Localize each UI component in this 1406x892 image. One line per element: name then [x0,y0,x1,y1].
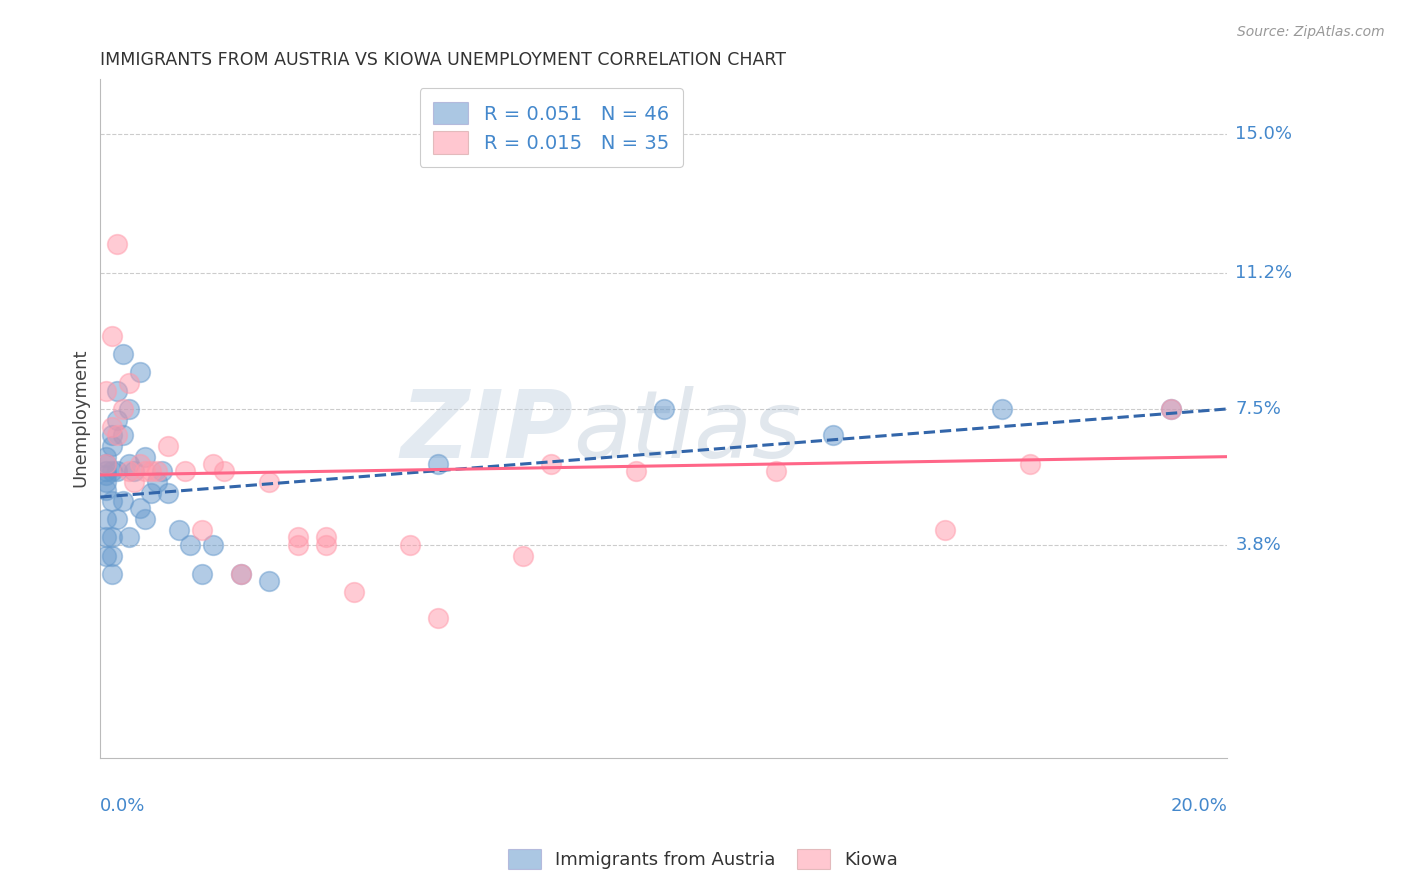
Point [117,401,139,416]
Point [128,457,150,471]
Point [427,457,450,471]
Point [540,457,562,471]
Point [100,427,122,442]
Text: 20.0%: 20.0% [1170,797,1227,814]
Point [100,328,122,343]
Point [167,523,190,537]
Point [111,347,134,361]
Point [139,486,162,500]
Point [122,475,145,490]
Point [156,486,179,500]
Point [117,457,139,471]
Point [128,365,150,379]
Point [287,538,309,552]
Point [111,493,134,508]
Point [134,464,156,478]
Point [117,376,139,391]
Point [190,567,212,582]
Point [190,523,212,537]
Point [343,585,366,599]
Point [100,439,122,453]
Point [100,420,122,434]
Point [100,549,122,563]
Text: 15.0%: 15.0% [1236,125,1292,143]
Point [315,538,337,552]
Point [934,523,956,537]
Text: 3.8%: 3.8% [1236,536,1281,554]
Point [624,464,647,478]
Point [765,464,787,478]
Point [122,464,145,478]
Point [231,567,253,582]
Point [94,512,117,526]
Y-axis label: Unemployment: Unemployment [72,349,89,487]
Point [94,450,117,464]
Point [214,464,236,478]
Point [259,475,281,490]
Text: 7.5%: 7.5% [1236,400,1281,418]
Point [94,549,117,563]
Point [202,538,225,552]
Point [94,457,117,471]
Point [821,427,844,442]
Point [202,457,225,471]
Text: 0.0%: 0.0% [100,797,146,814]
Legend: Immigrants from Austria, Kiowa: Immigrants from Austria, Kiowa [499,839,907,879]
Point [512,549,534,563]
Point [134,512,156,526]
Point [652,401,675,416]
Point [287,530,309,544]
Text: ZIP: ZIP [401,385,574,478]
Point [427,611,450,625]
Point [105,384,128,398]
Point [111,401,134,416]
Point [94,483,117,497]
Point [105,236,128,251]
Point [117,464,139,478]
Point [100,530,122,544]
Point [173,464,195,478]
Point [117,530,139,544]
Point [134,450,156,464]
Point [179,538,201,552]
Point [399,538,422,552]
Point [128,501,150,516]
Point [105,413,128,427]
Point [259,574,281,589]
Text: IMMIGRANTS FROM AUSTRIA VS KIOWA UNEMPLOYMENT CORRELATION CHART: IMMIGRANTS FROM AUSTRIA VS KIOWA UNEMPLO… [100,51,786,69]
Point [94,530,117,544]
Legend: R = 0.051   N = 46, R = 0.015   N = 35: R = 0.051 N = 46, R = 0.015 N = 35 [419,88,682,167]
Point [315,530,337,544]
Point [94,475,117,490]
Point [100,493,122,508]
Point [111,427,134,442]
Point [139,464,162,478]
Text: Source: ZipAtlas.com: Source: ZipAtlas.com [1237,25,1385,39]
Point [1160,401,1182,416]
Point [105,512,128,526]
Point [145,464,167,478]
Point [231,567,253,582]
Point [105,427,128,442]
Point [105,464,128,478]
Point [100,464,122,478]
Text: atlas: atlas [574,386,801,477]
Point [1160,401,1182,416]
Text: 11.2%: 11.2% [1236,264,1292,282]
Point [94,457,117,471]
Point [990,401,1012,416]
Point [150,464,173,478]
Point [100,567,122,582]
Point [94,464,117,478]
Point [156,439,179,453]
Point [1019,457,1042,471]
Point [145,475,167,490]
Point [94,468,117,483]
Point [94,384,117,398]
